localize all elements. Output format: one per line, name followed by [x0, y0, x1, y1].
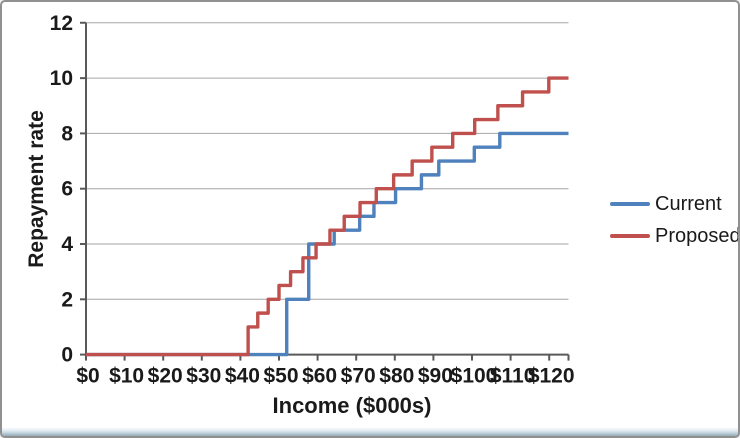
- series-line-current: [86, 131, 569, 357]
- x-tick-label: $90: [418, 365, 453, 388]
- x-tick-label: $120: [528, 365, 575, 388]
- current-series-swatch: [610, 202, 650, 206]
- x-tick-label: $10: [109, 365, 144, 388]
- x-tick-label: $0: [76, 365, 99, 388]
- x-tick-label: $60: [302, 365, 337, 388]
- y-tick-label: 8: [61, 122, 73, 145]
- x-tick-label: $100: [451, 365, 498, 388]
- legend-label-current: Current: [655, 192, 722, 215]
- x-axis-title: Income ($000s): [272, 393, 432, 418]
- legend-item-proposed: Proposed: [610, 220, 740, 252]
- y-axis-title: Repayment rate: [25, 110, 48, 268]
- y-tick-label: 12: [50, 12, 73, 35]
- x-tick-label: $40: [225, 365, 260, 388]
- x-tick-label: $30: [186, 365, 221, 388]
- legend: Current Proposed: [610, 188, 740, 252]
- y-tick-label: 6: [61, 178, 73, 201]
- x-tick-label: $80: [379, 365, 414, 388]
- x-tick-label: $50: [263, 365, 298, 388]
- y-tick-label: 4: [61, 233, 73, 256]
- proposed-series-swatch: [610, 234, 650, 238]
- x-tick-label: $70: [341, 365, 376, 388]
- legend-item-current: Current: [610, 188, 738, 220]
- series-line-proposed: [86, 76, 569, 357]
- x-tick-label: $110: [490, 365, 536, 388]
- legend-label-proposed: Proposed: [655, 224, 740, 247]
- y-tick-label: 0: [61, 344, 73, 367]
- window-bottom-edge: [2, 427, 738, 436]
- x-tick-label: $20: [148, 365, 183, 388]
- y-tick-label: 10: [50, 67, 73, 90]
- y-tick-label: 2: [61, 288, 73, 311]
